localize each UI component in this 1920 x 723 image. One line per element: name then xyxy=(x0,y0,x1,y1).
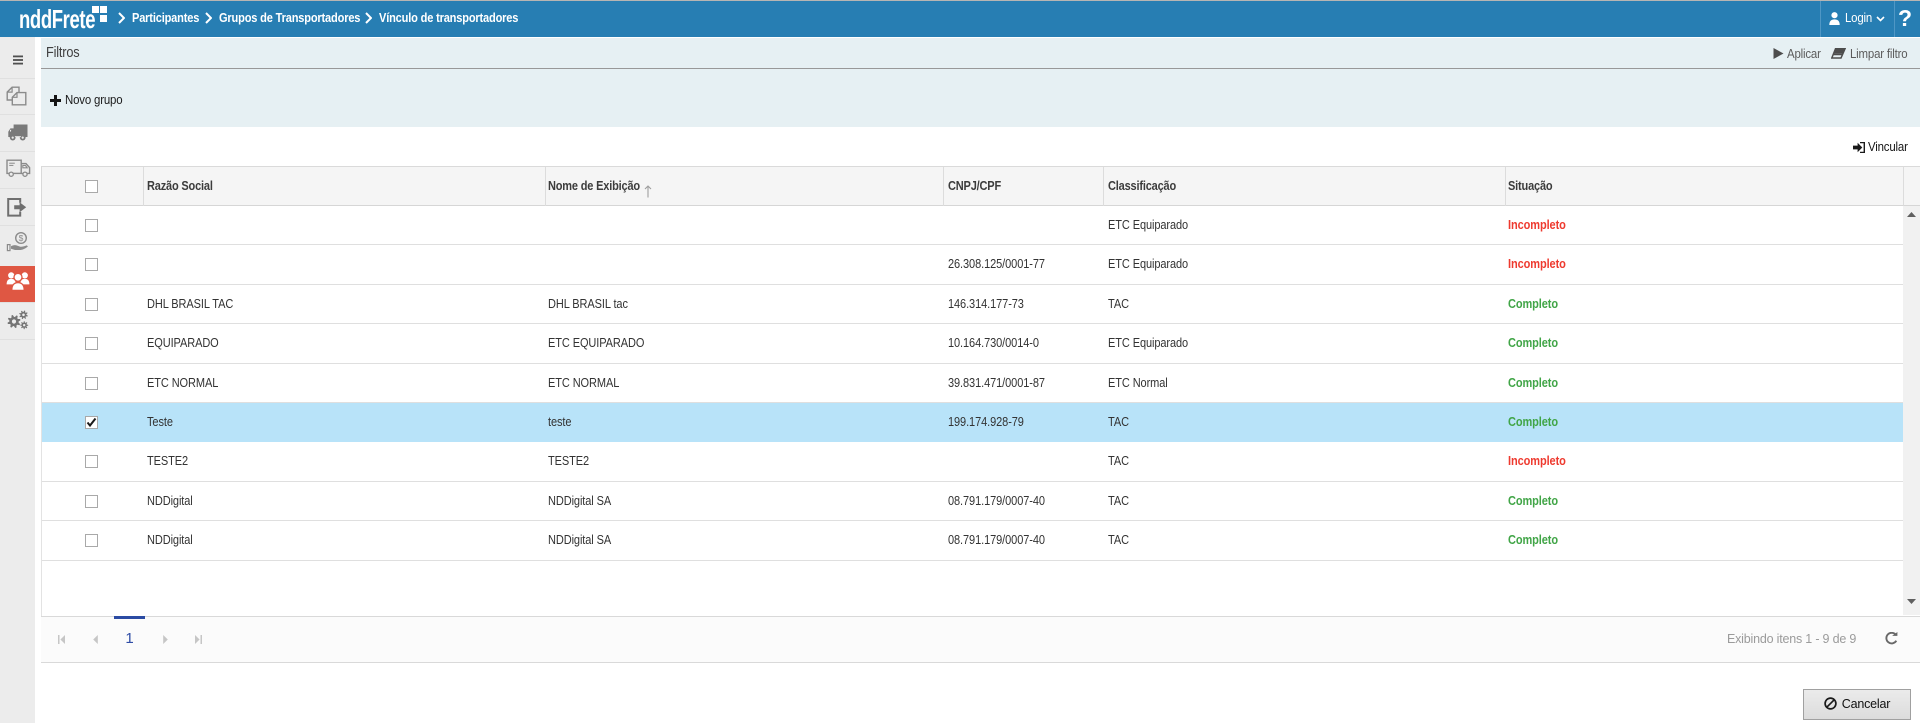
svg-text:$: $ xyxy=(19,233,24,243)
